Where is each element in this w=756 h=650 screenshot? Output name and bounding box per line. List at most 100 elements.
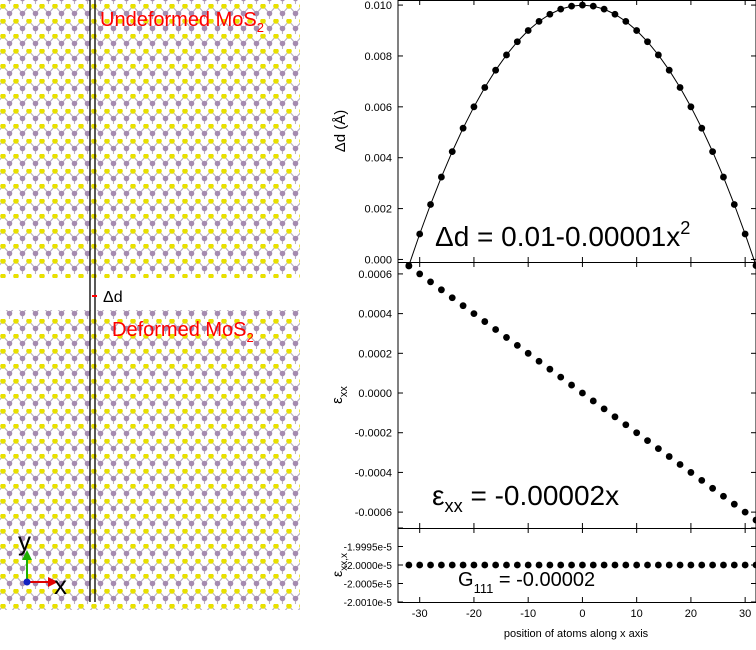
data-point: [470, 103, 478, 111]
data-point: [665, 453, 673, 460]
delta-label: Δd: [103, 289, 123, 306]
data-point: [730, 561, 738, 569]
data-point: [524, 27, 532, 34]
data-point: [481, 561, 489, 569]
data-point: [709, 484, 717, 492]
y-tick-label: 0.000: [364, 254, 392, 266]
data-point: [600, 405, 608, 413]
data-point: [720, 561, 727, 569]
data-point: [752, 561, 756, 569]
data-point: [709, 561, 717, 569]
subplot-2: 0.0006 0.0004 0.0002 0.0000 -0.0002 -0.0004 -0…: [329, 262, 756, 529]
data-point: [654, 561, 662, 569]
data-point: [676, 561, 684, 569]
data-point: [633, 561, 641, 569]
data-point: [579, 561, 586, 569]
data-point: [448, 294, 456, 302]
data-point: [568, 561, 575, 569]
deformed-lattice: [0, 310, 300, 610]
data-point: [611, 10, 619, 18]
data-point: [492, 326, 500, 333]
data-point: [654, 445, 662, 452]
data-point: [427, 561, 434, 569]
y-tick-label: -2.0010e-5: [344, 598, 393, 609]
data-point: [579, 1, 586, 9]
data-point: [437, 561, 445, 569]
data-point: [720, 173, 727, 181]
data-point: [470, 561, 478, 569]
x-tick-label: 0: [579, 608, 585, 620]
data-point: [633, 27, 641, 34]
y-axis-title: Δd (Å): [332, 110, 349, 153]
data-point: [633, 429, 641, 437]
data-point: [546, 561, 554, 569]
x-tick-label: -30: [412, 608, 428, 620]
data-point: [513, 38, 521, 46]
data-point: [698, 124, 706, 132]
y-tick-label: -2.0005e-5: [344, 580, 393, 591]
data-point: [448, 561, 456, 569]
data-point: [459, 302, 467, 310]
y-tick-label: 0.0002: [358, 348, 392, 360]
data-point: [600, 5, 608, 13]
data-point: [416, 561, 424, 569]
equation-annotation: Δd = 0.01-0.00001x2: [435, 218, 690, 252]
chart-panel: 0.000 0.002 0.004 0.006 0.008 0.010 Δd (Å) Δd =…: [329, 0, 756, 640]
y-tick-label: 0.008: [364, 51, 392, 63]
y-tick-label: -0.0004: [355, 467, 392, 479]
data-point: [524, 349, 532, 357]
subplot-1: 0.000 0.002 0.004 0.006 0.008 0.010 Δd (Å) Δd =…: [332, 0, 756, 269]
x-axis-title: position of atoms along x axis: [504, 628, 649, 640]
data-point: [416, 270, 424, 278]
data-point: [589, 397, 597, 405]
y-tick-label: 0.006: [364, 102, 392, 114]
data-point: [535, 561, 543, 569]
undeformed-lattice: [0, 0, 300, 278]
data-point: [568, 2, 575, 10]
data-point: [459, 124, 467, 132]
equation-annotation: εxx = -0.00002x: [432, 480, 619, 516]
y-tick-label: 0.004: [364, 153, 392, 165]
data-point: [513, 341, 521, 349]
x-tick-label: -20: [466, 608, 482, 620]
axis-y-label: y: [18, 526, 31, 556]
y-tick-label: -0.0002: [355, 428, 392, 440]
deformed-label: Deformed MoS2: [112, 319, 254, 345]
data-point: [644, 437, 651, 445]
data-point: [654, 51, 662, 59]
y-tick-label: 0.0006: [358, 269, 392, 281]
y-tick-label: -2.0000e-5: [344, 561, 393, 572]
data-point: [741, 561, 749, 569]
data-point: [427, 278, 434, 286]
y-tick-label: 0.0000: [358, 388, 392, 400]
x-tick-label: -10: [520, 608, 536, 620]
data-point: [524, 561, 532, 569]
data-point: [513, 561, 521, 569]
data-point: [503, 51, 510, 59]
data-point: [557, 373, 565, 381]
data-point: [600, 561, 608, 569]
undeformed-label: Undeformed MoS2: [100, 9, 264, 35]
data-point: [676, 84, 684, 91]
y-tick-label: -0.0006: [355, 507, 392, 519]
y-tick-label: -1.9995e-5: [344, 543, 393, 554]
data-point: [665, 66, 673, 74]
data-point: [557, 5, 565, 13]
origin-dot: [23, 578, 31, 586]
data-point: [687, 561, 695, 569]
data-point: [752, 262, 756, 269]
x-tick-label: 30: [739, 608, 751, 620]
data-point: [448, 148, 456, 156]
data-point: [579, 389, 586, 397]
data-point: [622, 561, 630, 569]
data-point: [730, 500, 738, 508]
data-point: [492, 561, 500, 569]
data-point: [405, 561, 413, 569]
data-point: [503, 561, 510, 569]
data-point: [611, 413, 619, 421]
y-tick-label: 0.0004: [358, 309, 392, 321]
data-point: [589, 561, 597, 569]
data-point: [720, 492, 727, 500]
x-tick-label: 20: [685, 608, 697, 620]
subplot-3: -1.9995e-5 -2.0000e-5 -2.0005e-5 -2.0010e-5…: [329, 527, 756, 609]
